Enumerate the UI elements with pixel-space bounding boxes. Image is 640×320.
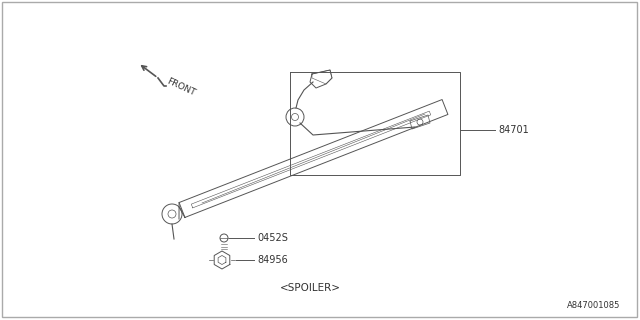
Text: FRONT: FRONT (165, 77, 196, 98)
Text: <SPOILER>: <SPOILER> (280, 283, 340, 293)
Text: 84701: 84701 (498, 125, 529, 135)
Text: 84956: 84956 (257, 255, 288, 265)
Text: 0452S: 0452S (257, 233, 288, 243)
Text: A847001085: A847001085 (566, 301, 620, 310)
